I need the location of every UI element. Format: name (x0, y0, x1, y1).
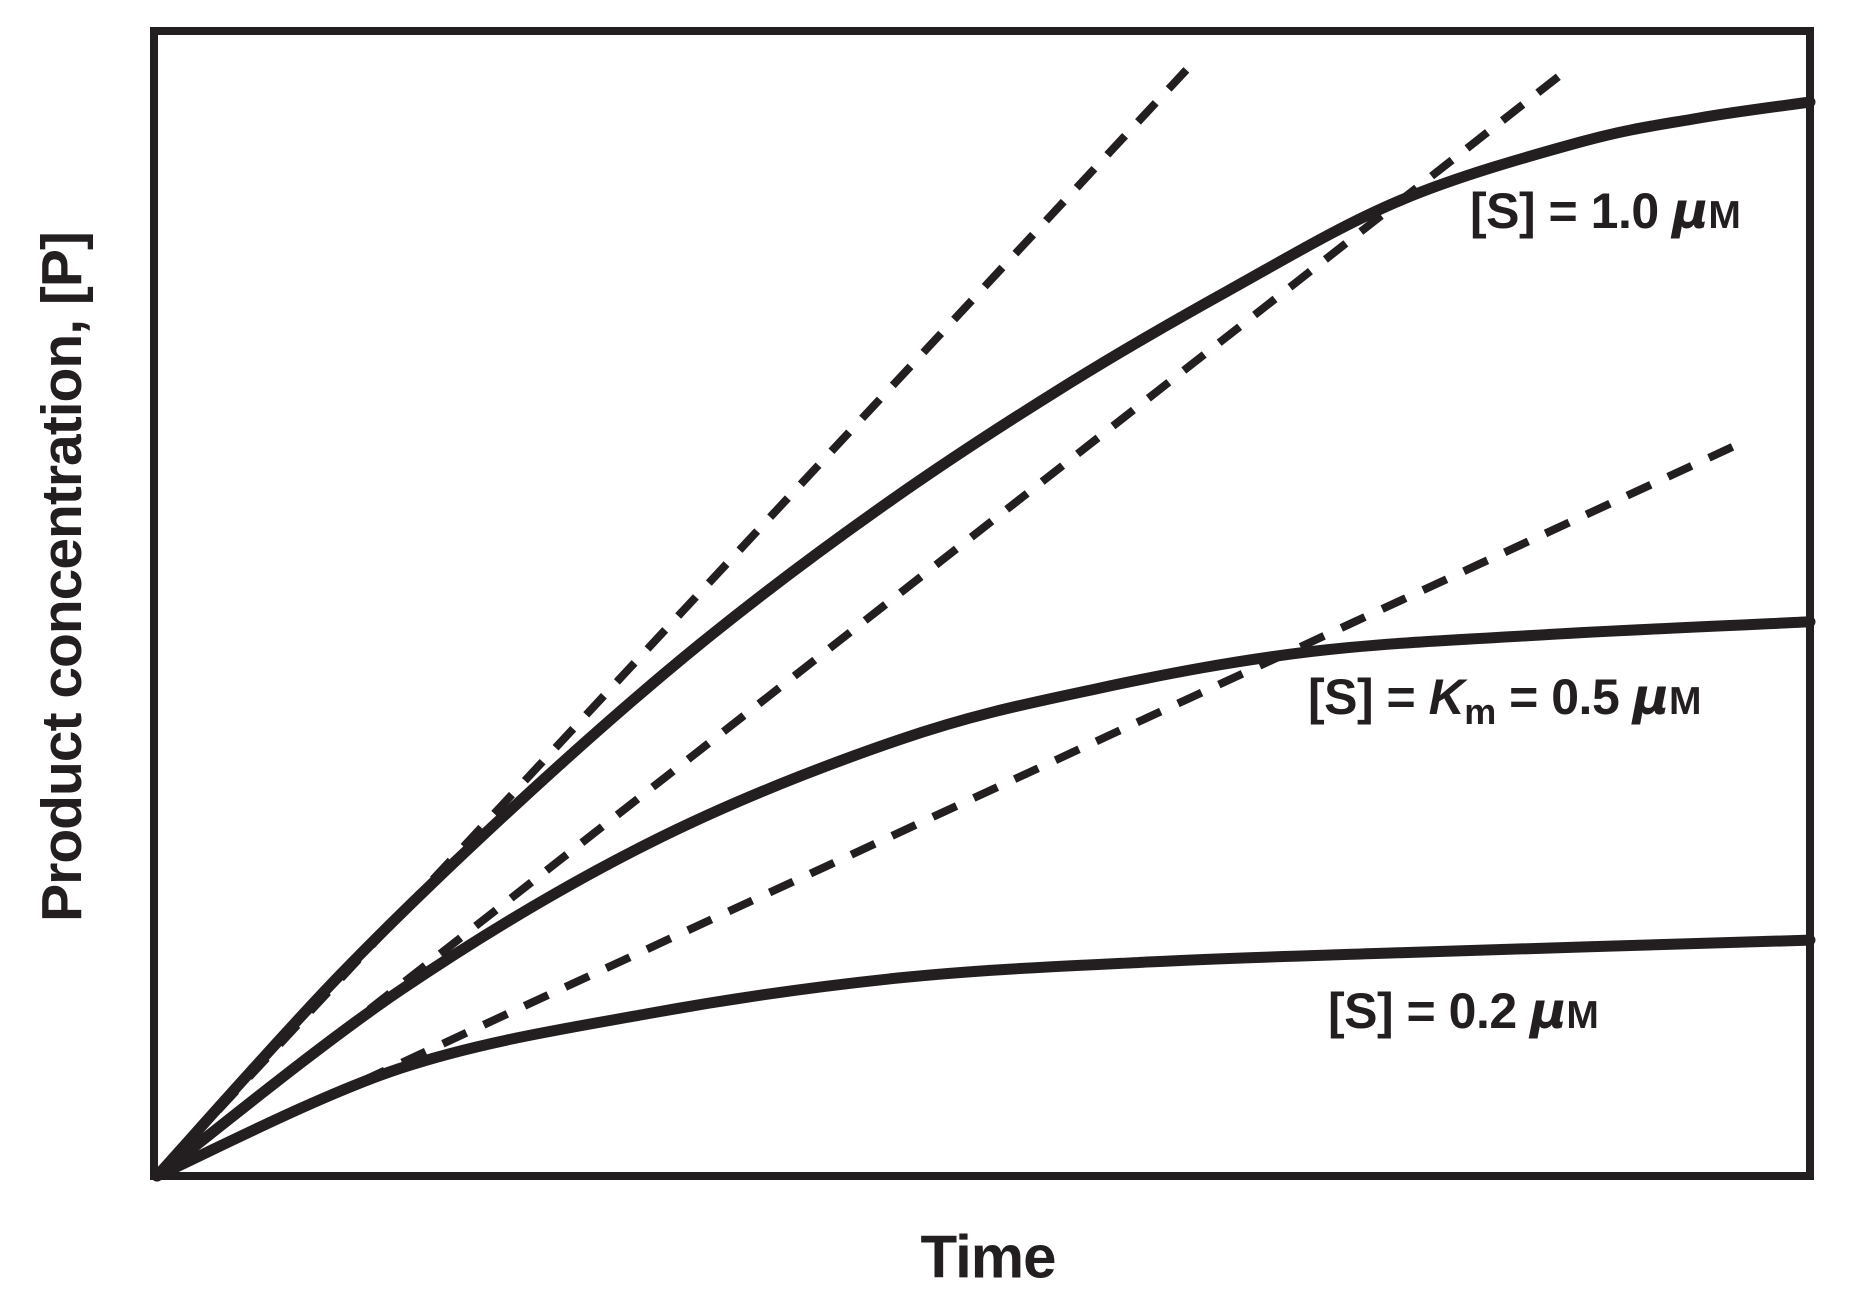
label-text: [S] = (1308, 669, 1429, 725)
tangent-lines-group (154, 64, 1748, 1180)
progress-curve-s02 (151, 934, 1816, 1182)
label-text: [S] = 1.0 (1470, 183, 1673, 239)
tangent-line-t05 (154, 66, 1570, 1180)
km-symbol: K (1428, 669, 1465, 725)
tangent-line-t10 (154, 64, 1192, 1179)
x-axis-label: Time (920, 1223, 1057, 1291)
curve-label-s-0.5-km: [S] = Km = 0.5 μM (1308, 668, 1701, 733)
tangent-line-t02 (155, 437, 1748, 1180)
progress-curves-group (151, 96, 1816, 1182)
plot-border (150, 27, 1814, 1180)
molar-unit: M (1566, 994, 1599, 1037)
progress-curve-s10 (151, 96, 1816, 1182)
curve-label-s-0.2: [S] = 0.2 μM (1328, 982, 1599, 1040)
molar-unit: M (1668, 680, 1702, 723)
label-text: = 0.5 (1495, 669, 1633, 725)
label-text: [S] = 0.2 (1328, 983, 1531, 1039)
km-subscript: m (1464, 691, 1496, 733)
y-axis-label: Product concentration, [P] (30, 232, 94, 922)
mu-symbol: μ (1672, 182, 1709, 240)
progress-curve-s05 (151, 616, 1816, 1182)
mu-symbol: μ (1632, 668, 1670, 726)
molar-unit: M (1708, 194, 1741, 237)
curve-label-s-1.0: [S] = 1.0 μM (1470, 182, 1741, 240)
mu-symbol: μ (1530, 982, 1567, 1040)
